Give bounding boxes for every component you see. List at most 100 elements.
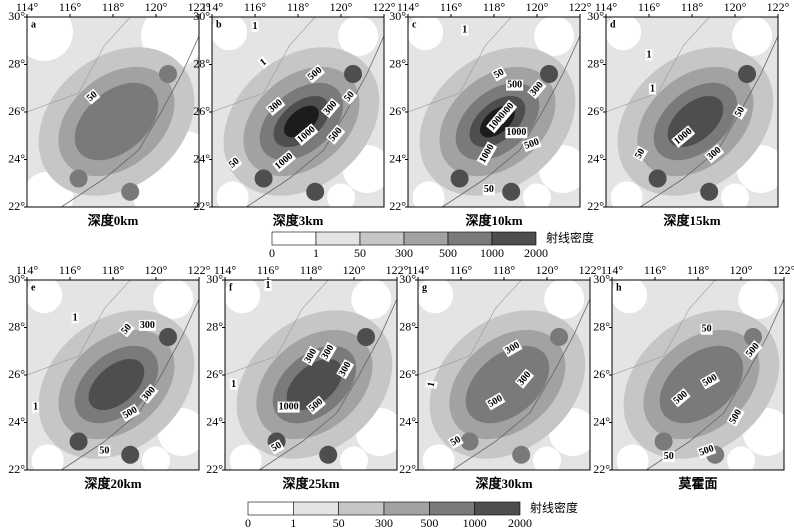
white-patch <box>412 181 445 207</box>
label-bg <box>138 319 156 331</box>
map-panel: h 114° 116° 118° 120° 122° 30° 28° 26° 24° 22° 50 50… <box>593 263 794 491</box>
hot-spot <box>540 65 559 83</box>
border <box>27 280 131 376</box>
label-bg <box>71 312 79 324</box>
lat-tick-label: 22° <box>587 199 604 213</box>
coastline <box>442 35 580 207</box>
white-patch <box>422 444 455 470</box>
contour-label: 50 <box>633 147 648 161</box>
white-patch <box>534 17 575 56</box>
label-bg <box>257 55 270 69</box>
white-patch <box>738 280 779 319</box>
hot-spot <box>700 182 719 201</box>
label-bg <box>230 378 238 390</box>
label-bg <box>704 143 725 164</box>
label-bg <box>645 49 653 61</box>
white-patch <box>338 17 379 56</box>
white-patch <box>418 280 454 314</box>
label-bg <box>732 103 748 120</box>
lon-tick-label: 122° <box>188 0 211 14</box>
lat-tick-label: 26° <box>587 104 604 118</box>
contour-label: 1 <box>266 280 271 291</box>
lon-tick-label: 120° <box>330 0 353 14</box>
contour-label: 500 <box>507 80 522 91</box>
lon-tick-label: 120° <box>145 0 168 14</box>
contour-label: 50 <box>269 440 283 455</box>
lon-tick-label: 116° <box>638 0 661 14</box>
panel-caption: 深度25km <box>282 476 339 491</box>
hot-spot <box>344 65 363 83</box>
lon-tick-label: 116° <box>59 0 82 14</box>
lon-tick-label: 118° <box>483 0 506 14</box>
label-bg <box>119 403 141 422</box>
colorbar-segment <box>315 231 361 246</box>
lat-tick-label: 26° <box>389 104 406 118</box>
lon-tick-label: 114° <box>16 0 39 14</box>
lat-tick-label: 30° <box>593 272 610 286</box>
label-bg <box>139 383 159 404</box>
colorbar-label: 500 <box>439 246 457 260</box>
colorbar-label: 0 <box>245 516 251 530</box>
lat-tick-label: 24° <box>8 414 25 428</box>
label-bg <box>336 359 355 380</box>
hot-spot <box>738 65 757 83</box>
label-bg <box>98 445 111 457</box>
label-bg <box>505 127 528 139</box>
white-patch <box>27 17 73 61</box>
lon-tick-label: 114° <box>397 0 420 14</box>
label-bg <box>305 395 327 415</box>
contour-label: 1 <box>258 57 269 69</box>
white-patch <box>610 181 643 207</box>
density-zone <box>284 105 319 138</box>
map-panel: d 114° 116° 118° 120° 122° 30° 28° 26° 24° 22° 1 1 50… <box>587 0 789 228</box>
label-bg <box>447 433 464 450</box>
lon-tick-label: 122° <box>373 0 396 14</box>
lat-tick-label: 26° <box>8 104 25 118</box>
label-bg <box>294 123 319 146</box>
panel-letter: h <box>616 282 622 293</box>
map-fill <box>612 280 784 470</box>
map-fill <box>225 280 397 470</box>
lon-tick-label: 114° <box>201 0 224 14</box>
lon-tick-label: 122° <box>579 263 602 277</box>
hot-spot <box>357 328 376 346</box>
lat-tick-label: 30° <box>193 9 210 23</box>
lat-tick-label: 28° <box>206 319 223 333</box>
colorbar-label: 2000 <box>524 246 548 260</box>
lat-tick-label: 28° <box>8 319 25 333</box>
lat-tick-label: 30° <box>389 9 406 23</box>
colorbar-segment <box>338 501 385 516</box>
lon-tick-label: 122° <box>569 0 592 14</box>
white-patch <box>732 17 773 56</box>
label-bg <box>491 66 508 82</box>
panel-letter: d <box>610 19 616 30</box>
lon-tick-label: 122° <box>773 263 794 277</box>
colorbar-label: 1 <box>290 516 296 530</box>
label-bg <box>670 387 691 408</box>
label-bg <box>527 79 547 100</box>
lon-tick-label: 116° <box>644 263 667 277</box>
panel-caption: 深度10km <box>465 213 522 228</box>
contour-label: 1 <box>426 381 438 388</box>
white-patch <box>142 446 170 470</box>
colorbar-label: 300 <box>375 516 393 530</box>
colorbar-segment <box>359 231 405 246</box>
lon-tick-label: 116° <box>257 263 280 277</box>
lat-tick-label: 30° <box>587 9 604 23</box>
white-patch <box>133 175 179 207</box>
contour-label: 1 <box>650 83 655 94</box>
lat-tick-label: 26° <box>399 367 416 381</box>
label-bg <box>461 24 469 36</box>
hot-spot <box>159 328 178 346</box>
label-bg <box>319 341 338 363</box>
label-bg <box>226 155 243 172</box>
colorbar-segment <box>403 231 449 246</box>
panel-letter: g <box>422 282 427 293</box>
hot-spot <box>69 432 88 451</box>
panel-caption: 深度15km <box>663 213 720 228</box>
colorbar-segment <box>474 501 521 516</box>
